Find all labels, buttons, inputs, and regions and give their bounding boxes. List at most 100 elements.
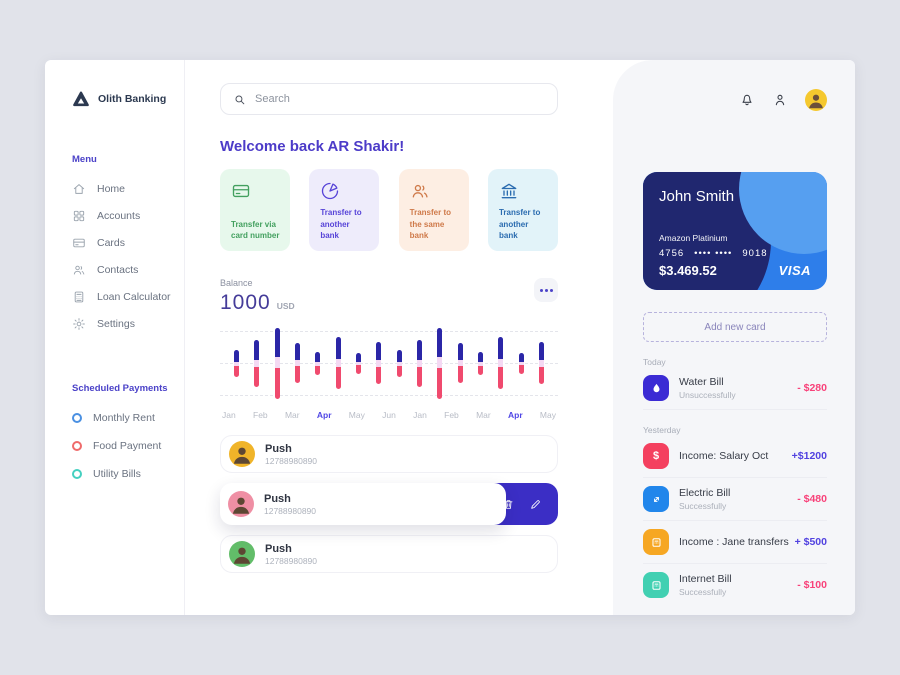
delete-button[interactable] [502, 497, 516, 511]
sidebar-item-cards[interactable]: Cards [72, 229, 184, 256]
transaction-title: Income: Salary Oct [679, 450, 769, 462]
push-number: 12788980890 [265, 556, 318, 567]
balance-chart [220, 323, 558, 403]
push-list: Push 12788980890 Push 12788980890 Push 127889… [220, 435, 558, 573]
transaction-amount: - $280 [797, 382, 827, 394]
quick-action-label: Transfer to another bank [320, 208, 362, 240]
sidebar-item-settings[interactable]: Settings [72, 310, 184, 337]
transfer-arrows-icon [653, 496, 659, 502]
transaction-title: Income : Jane transfers [679, 536, 789, 548]
sidebar-item-label: Settings [97, 317, 135, 330]
push-avatar [229, 541, 255, 567]
transaction-row-electric-bill[interactable]: Electric Bill Successfully - $480 [643, 478, 827, 521]
month-label: May [539, 410, 556, 420]
month-label: Apr [316, 410, 332, 420]
transaction-amount: +$1200 [791, 450, 827, 462]
sidebar-item-home[interactable]: Home [72, 175, 184, 202]
quick-action-transfer-to-the-same-bank[interactable]: Transfer to the same bank [398, 169, 469, 251]
topbar-icons [643, 88, 827, 112]
brand-name: Olith Banking [98, 93, 167, 105]
quick-action-transfer-to-another-bank[interactable]: Transfer to another bank [309, 169, 380, 251]
chart-bar [396, 349, 402, 377]
bank-card[interactable]: John Smith Amazon Platinium 4756 •••• ••… [643, 172, 827, 290]
ellipsis-icon [539, 288, 543, 292]
water-drop-icon [653, 383, 659, 392]
scheduled-item-utility-bills[interactable]: Utility Bills [72, 460, 184, 488]
balance-options-button[interactable] [534, 278, 558, 302]
transaction-row-income-salary-oct[interactable]: $ Income: Salary Oct +$1200 [643, 435, 827, 478]
scheduled-item-label: Food Payment [93, 440, 162, 452]
month-label: Apr [507, 410, 523, 420]
trash-icon [504, 499, 513, 509]
transactions-section-label: Yesterday [643, 425, 681, 435]
user-icon [775, 94, 785, 106]
brand-logo[interactable]: Olith Banking [72, 90, 184, 108]
card-number: 4756 •••• •••• 9018 [659, 248, 768, 259]
menu-section-label: Menu [72, 154, 97, 165]
pencil-icon [531, 499, 540, 509]
status-circle-icon [72, 469, 82, 479]
sidebar-item-label: Cards [97, 236, 126, 249]
user-avatar[interactable] [805, 89, 827, 111]
quick-actions-row: Transfer via card number Transfer to anot… [220, 169, 558, 251]
quick-action-transfer-to-another-bank[interactable]: Transfer to another bank [487, 169, 558, 251]
scheduled-item-monthly-rent[interactable]: Monthly Rent [72, 404, 184, 432]
sidebar-item-contacts[interactable]: Contacts [72, 256, 184, 283]
chart-bar [315, 351, 321, 375]
transaction-row-income-jane-transfers[interactable]: Income : Jane transfers + $500 [643, 521, 827, 564]
balance-label: Balance [220, 278, 253, 288]
transactions-section-label: Today [643, 357, 666, 367]
month-label: May [348, 410, 365, 420]
quick-action-label: Transfer to the same bank [409, 208, 451, 240]
profile-button[interactable] [772, 92, 788, 108]
app-window: Olith Banking Menu Home Accounts Cards Cont… [45, 60, 855, 615]
edit-button[interactable] [529, 497, 543, 511]
push-avatar [229, 441, 255, 467]
quick-action-transfer-via-card-number[interactable]: Transfer via card number [220, 169, 290, 251]
chart-gridline [220, 395, 558, 396]
main-content: Welcome back AR Shakir! Transfer via car… [185, 60, 613, 615]
add-new-card-button[interactable]: Add new card [643, 312, 827, 342]
sidebar-item-loan-calculator[interactable]: Loan Calculator [72, 283, 184, 310]
chart-bar [437, 327, 443, 399]
month-label: Mar [284, 410, 300, 420]
dollar-icon-badge: $ [643, 443, 669, 469]
transaction-row-internet-bill[interactable]: Internet Bill Successfully - $100 [643, 564, 827, 606]
search-bar[interactable] [220, 83, 558, 115]
sidebar-item-accounts[interactable]: Accounts [72, 202, 184, 229]
card-machine-icon-badge [643, 529, 669, 555]
push-card[interactable]: Push 12788980890 [220, 483, 506, 525]
sidebar-item-label: Loan Calculator [97, 290, 171, 303]
notifications-button[interactable] [739, 92, 755, 108]
push-card[interactable]: Push 12788980890 [220, 435, 558, 473]
chart-bar [416, 339, 422, 387]
sidebar-menu: Home Accounts Cards Contacts Loan Calculator… [72, 175, 184, 337]
calculator-icon [74, 291, 84, 302]
push-number: 12788980890 [264, 506, 317, 517]
card-balance: $3.469.52 [659, 263, 717, 278]
month-label: Jun [382, 410, 396, 420]
month-label: Feb [444, 410, 459, 420]
sidebar: Olith Banking Menu Home Accounts Cards Cont… [45, 60, 185, 615]
chart-bar [376, 342, 382, 384]
quick-action-label: Transfer via card number [231, 219, 280, 240]
home-icon [73, 183, 85, 194]
status-circle-icon [72, 413, 82, 423]
chart-bar [518, 352, 524, 374]
transaction-row-water-bill[interactable]: Water Bill Unsuccessfully - $280 [643, 367, 827, 410]
pie-chart-icon-wrap [320, 181, 370, 206]
push-row: Push 12788980890 [220, 435, 558, 473]
bank-icon [501, 183, 517, 199]
chart-bar [355, 352, 361, 374]
transfer-arrows-icon-badge [643, 486, 669, 512]
chart-bar [477, 351, 483, 375]
chart-month-labels: Jan Feb Mar Apr May Jun Jan Feb Mar Apr May [220, 410, 558, 420]
scheduled-item-food-payment[interactable]: Food Payment [72, 432, 184, 460]
search-input[interactable] [255, 93, 545, 105]
push-card[interactable]: Push 12788980890 [220, 535, 558, 573]
scheduled-payments-list: Monthly Rent Food Payment Utility Bills [72, 404, 184, 488]
chart-bar [274, 327, 280, 399]
dollar-icon: $ [652, 450, 660, 462]
month-label: Mar [476, 410, 491, 420]
transaction-title: Electric Bill [679, 487, 731, 499]
